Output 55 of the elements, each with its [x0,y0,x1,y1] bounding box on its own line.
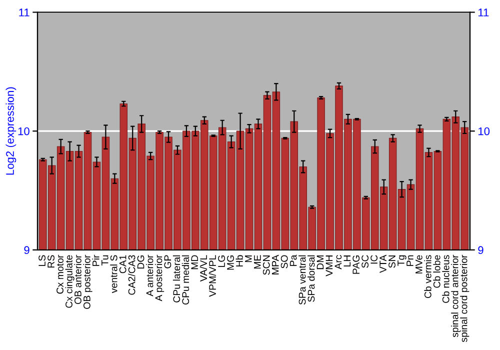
x-tick-label: LG [218,255,225,267]
x-tick-label: Cb nucleus [442,255,450,303]
x-tick-label: Arc [334,255,342,270]
x-tick-label: ventral S [110,255,118,294]
y-tick-label: 11 [19,8,30,16]
x-tick-label: VPM/VPL [208,255,216,297]
x-tick-label: VTA [380,254,386,273]
x-tick-label: Cx motor [56,254,64,294]
x-tick-label: CA2/CA3 [128,255,136,295]
x-tick-label: OB anterior [74,254,82,304]
y-tick-label: 10 [18,127,30,136]
x-tick-label: Tg [398,255,406,266]
x-tick-label: CPu medial [182,255,190,305]
x-tick-label: VA/VL [200,255,208,282]
x-tick-label: Pir [92,254,100,266]
x-tick-label: Pa [290,254,297,266]
x-tick-label: SC [362,255,369,268]
y2-tick-label: 10 [478,127,490,136]
x-tick-label: SPa dorsal [308,255,315,302]
y-tick-label: 9 [24,246,30,254]
x-tick-label: CPu lateral [172,255,180,302]
x-tick-label: OB posterior [83,254,92,309]
x-tick-label: DM [316,256,324,270]
x-tick-label: Hb [236,255,243,266]
x-tick-label: GP [164,255,172,268]
x-tick-label: PAG [352,255,360,274]
x-tick-label: MG [227,255,234,270]
x-tick-label: CA1 [119,255,126,274]
x-tick-label: LS [38,255,46,266]
y2-tick-label: 11 [478,8,489,16]
x-tick-label: SPa ventral [298,255,306,305]
x-tick-label: Cb lobe [433,255,440,288]
y-axis-title: Log2 (expression) [6,87,16,175]
x-tick-label: Cb vermis [424,255,432,298]
x-tick-label: IC [370,255,378,264]
x-tick-label: SCN [262,256,270,275]
x-tick-label: VMH [326,256,333,276]
x-tick-label: Pn [406,255,414,266]
x-tick-label: Tu [102,255,108,266]
x-tick-label: ME [254,255,261,269]
x-tick-label: SN [388,256,396,268]
x-tick-label: spinal cord anterior [451,254,460,338]
x-tick-label: SO [280,255,288,268]
x-tick-label: MD [191,255,198,270]
x-tick-label: A anterior [146,254,154,296]
x-tick-label: MVe [416,255,422,274]
x-tick-label: M [245,256,252,262]
x-tick-label: spinal cord posterior [460,254,470,342]
y2-tick-label: 9 [478,246,484,254]
x-tick-label: Cx cingulate [65,255,74,308]
x-tick-label: DG [137,255,144,269]
x-tick-label: MPA [272,254,279,274]
x-tick-label: LH [344,256,350,266]
x-tick-label: A posterior [155,254,164,302]
x-tick-label: RS [48,255,54,268]
